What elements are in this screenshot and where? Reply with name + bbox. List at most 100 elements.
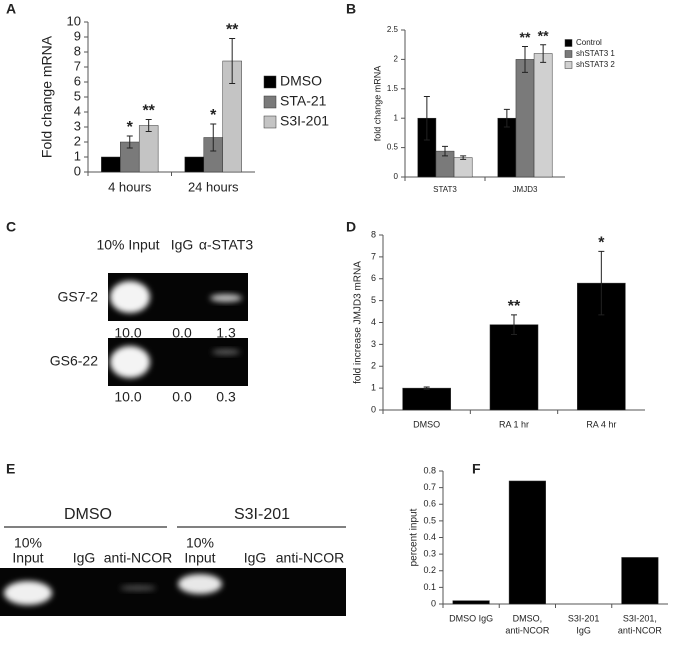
legend-label: shSTAT3 2 xyxy=(576,60,615,69)
y-tick-label: 5 xyxy=(371,295,376,305)
y-tick-label: 0.1 xyxy=(423,582,436,592)
error-bar xyxy=(598,250,605,316)
legend-label: STA-21 xyxy=(280,93,327,109)
y-tick-label: 0 xyxy=(431,598,436,608)
legend-swatch xyxy=(564,39,573,47)
lane-label: IgG xyxy=(73,550,96,566)
y-tick-label: 8 xyxy=(371,229,376,239)
gel-band xyxy=(120,585,156,591)
legend-swatch xyxy=(263,115,277,129)
gel-value: 0.3 xyxy=(216,389,236,405)
bar xyxy=(453,157,473,178)
gel-column: IgG xyxy=(171,237,194,253)
legend-swatch xyxy=(564,61,573,69)
y-tick-label: 0 xyxy=(74,163,81,178)
y-tick-label: 6 xyxy=(74,73,81,88)
error-bar xyxy=(540,44,547,63)
y-axis-label: fold increase JMJD3 mRNA xyxy=(353,261,364,384)
y-tick-label: 10 xyxy=(67,13,81,28)
gel-band xyxy=(212,349,240,355)
legend-label: Control xyxy=(576,38,602,47)
y-tick-label: 2 xyxy=(74,133,81,148)
y-tick-label: 4 xyxy=(371,317,376,327)
bar xyxy=(533,53,553,178)
bar xyxy=(138,125,159,173)
bar xyxy=(621,557,659,605)
significance: * xyxy=(210,107,217,124)
x-tick-label: RA 4 hr xyxy=(586,419,616,429)
y-tick-label: 1 xyxy=(74,148,81,163)
y-axis-label: fold change mRNA xyxy=(372,66,382,142)
legend-label: DMSO xyxy=(280,73,322,89)
bar xyxy=(508,480,546,605)
gel-group: S3I-201 xyxy=(234,506,290,523)
gel-row: GS6-22 xyxy=(50,353,98,369)
x-tick-label: IgG xyxy=(576,625,591,635)
x-tick-label: S3I-201, xyxy=(623,613,657,623)
x-tick-label: RA 1 hr xyxy=(499,419,529,429)
significance: ** xyxy=(226,22,239,39)
x-tick-label: STAT3 xyxy=(433,185,457,194)
gel-value: 10.0 xyxy=(114,389,141,405)
gel-c: 10% Input IgG α-STAT3 GS7-2 GS6-22 10.0 … xyxy=(50,237,254,405)
lane-label: anti-NCOR xyxy=(276,550,344,566)
legend-swatch xyxy=(564,50,573,58)
bar xyxy=(515,59,535,178)
significance: ** xyxy=(520,29,531,45)
y-tick-label: 0.5 xyxy=(423,515,436,525)
y-tick-label: 0.8 xyxy=(423,465,436,475)
error-bar xyxy=(145,119,152,132)
y-tick-label: 0.3 xyxy=(423,549,436,559)
error-bar xyxy=(503,108,510,128)
y-tick-label: 0 xyxy=(394,172,399,181)
significance: ** xyxy=(508,298,521,315)
x-tick-label: DMSO, xyxy=(513,613,543,623)
error-bar xyxy=(210,123,217,152)
y-tick-label: 8 xyxy=(74,43,81,58)
x-tick-label: DMSO IgG xyxy=(449,613,493,623)
significance: ** xyxy=(538,27,549,43)
legend-label: S3I-201 xyxy=(280,113,329,129)
panel-label: C xyxy=(6,219,16,235)
x-tick-label: anti-NCOR xyxy=(505,625,550,635)
y-tick-label: 5 xyxy=(74,88,81,103)
y-tick-label: 0.5 xyxy=(387,143,399,152)
panel-label: D xyxy=(346,219,356,235)
significance: ** xyxy=(142,103,155,120)
gel-band xyxy=(4,581,52,605)
panel-label: E xyxy=(6,461,15,477)
lane-label: 10% xyxy=(186,535,214,551)
y-tick-label: 1.5 xyxy=(387,84,399,93)
x-tick-label: DMSO xyxy=(413,419,440,429)
panel-label: F xyxy=(472,461,481,477)
x-tick-label: S3I-201 xyxy=(568,613,600,623)
gel-value: 0.0 xyxy=(172,389,192,405)
y-tick-label: 3 xyxy=(371,339,376,349)
significance: * xyxy=(598,235,605,252)
x-tick-label: JMJD3 xyxy=(513,185,538,194)
error-bar xyxy=(126,135,133,149)
y-tick-label: 0.6 xyxy=(423,499,436,509)
significance: * xyxy=(127,119,134,136)
x-tick-label: 24 hours xyxy=(188,179,239,194)
legend-swatch xyxy=(263,95,277,109)
y-tick-label: 1 xyxy=(394,113,399,122)
lane-label: anti-NCOR xyxy=(104,550,172,566)
bar xyxy=(402,387,451,411)
gel-band xyxy=(178,574,222,594)
bar xyxy=(452,600,490,605)
gel-band xyxy=(210,294,242,302)
lane-label: Input xyxy=(12,550,43,566)
error-bar xyxy=(511,314,517,336)
lane-label: IgG xyxy=(244,550,267,566)
y-tick-label: 7 xyxy=(371,251,376,261)
panel-label: B xyxy=(346,1,356,17)
y-tick-label: 4 xyxy=(74,103,81,118)
gel-column: α-STAT3 xyxy=(199,237,253,253)
error-bar xyxy=(522,45,528,73)
x-tick-label: anti-NCOR xyxy=(618,625,663,635)
gel-column: 10% Input xyxy=(96,237,159,253)
y-tick-label: 0.2 xyxy=(423,565,436,575)
y-tick-label: 7 xyxy=(74,58,81,73)
